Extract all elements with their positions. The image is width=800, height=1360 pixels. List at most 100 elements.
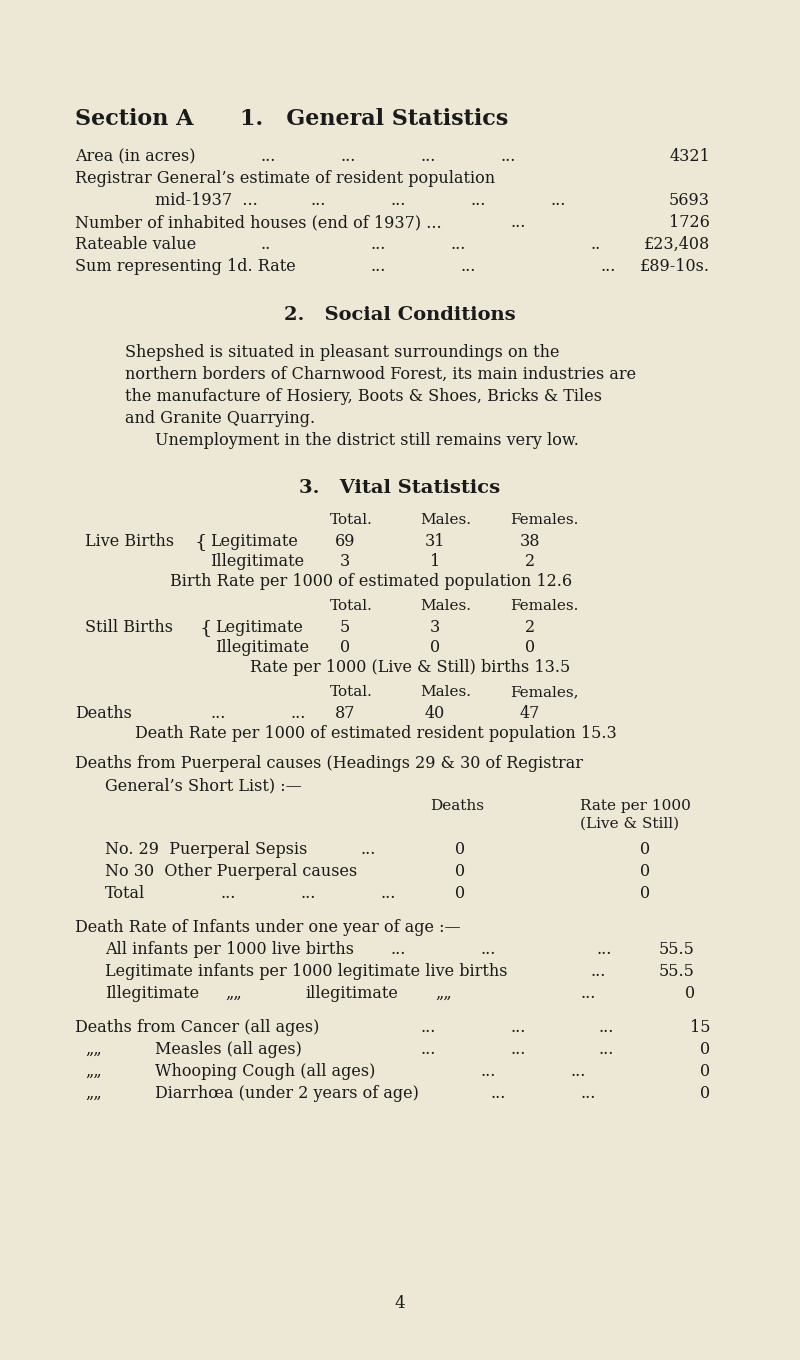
Text: {: {	[200, 619, 212, 636]
Text: Males.: Males.	[420, 598, 471, 613]
Text: 69: 69	[334, 533, 355, 549]
Text: ...: ...	[470, 192, 486, 209]
Text: {: {	[195, 533, 207, 551]
Text: 0: 0	[525, 639, 535, 656]
Text: Area (in acres): Area (in acres)	[75, 148, 195, 165]
Text: Total.: Total.	[330, 598, 373, 613]
Text: 0: 0	[455, 840, 465, 858]
Text: 4321: 4321	[670, 148, 710, 165]
Text: ...: ...	[580, 985, 595, 1002]
Text: ..: ..	[260, 237, 270, 253]
Text: 0: 0	[700, 1040, 710, 1058]
Text: 87: 87	[334, 704, 355, 722]
Text: Males.: Males.	[420, 513, 471, 526]
Text: 0: 0	[700, 1085, 710, 1102]
Text: Live Births: Live Births	[85, 533, 174, 549]
Text: ...: ...	[510, 214, 526, 231]
Text: 1726: 1726	[669, 214, 710, 231]
Text: „„: „„	[85, 1085, 102, 1102]
Text: ..: ..	[590, 237, 600, 253]
Text: 1.   General Statistics: 1. General Statistics	[240, 107, 508, 131]
Text: ...: ...	[390, 192, 406, 209]
Text: ...: ...	[390, 941, 406, 957]
Text: the manufacture of Hosiery, Boots & Shoes, Bricks & Tiles: the manufacture of Hosiery, Boots & Shoe…	[125, 388, 602, 405]
Text: Number of inhabited houses (end of 1937) ...: Number of inhabited houses (end of 1937)…	[75, 214, 442, 231]
Text: „„: „„	[85, 1064, 102, 1080]
Text: Section A: Section A	[75, 107, 194, 131]
Text: Death Rate of Infants under one year of age :—: Death Rate of Infants under one year of …	[75, 919, 461, 936]
Text: Rate per 1000: Rate per 1000	[580, 800, 691, 813]
Text: 31: 31	[425, 533, 446, 549]
Text: Deaths: Deaths	[430, 800, 484, 813]
Text: 0: 0	[685, 985, 695, 1002]
Text: Total.: Total.	[330, 685, 373, 699]
Text: Unemployment in the district still remains very low.: Unemployment in the district still remai…	[155, 432, 579, 449]
Text: Diarrhœa (under 2 years of age): Diarrhœa (under 2 years of age)	[155, 1085, 419, 1102]
Text: ...: ...	[460, 258, 475, 275]
Text: Total: Total	[105, 885, 146, 902]
Text: ...: ...	[310, 192, 326, 209]
Text: „„: „„	[85, 1040, 102, 1058]
Text: ...: ...	[220, 885, 235, 902]
Text: Rate per 1000 (Live & Still) births 13.5: Rate per 1000 (Live & Still) births 13.5	[250, 660, 570, 676]
Text: mid-1937  ...: mid-1937 ...	[155, 192, 258, 209]
Text: ...: ...	[480, 941, 495, 957]
Text: Still Births: Still Births	[85, 619, 173, 636]
Text: 0: 0	[340, 639, 350, 656]
Text: 5: 5	[340, 619, 350, 636]
Text: 4: 4	[394, 1295, 406, 1312]
Text: Death Rate per 1000 of estimated resident population 15.3: Death Rate per 1000 of estimated residen…	[135, 725, 617, 743]
Text: Legitimate infants per 1000 legitimate live births: Legitimate infants per 1000 legitimate l…	[105, 963, 507, 981]
Text: Legitimate: Legitimate	[215, 619, 303, 636]
Text: northern borders of Charnwood Forest, its main industries are: northern borders of Charnwood Forest, it…	[125, 366, 636, 384]
Text: ...: ...	[360, 840, 375, 858]
Text: General’s Short List) :—: General’s Short List) :—	[105, 777, 302, 794]
Text: No 30  Other Puerperal causes: No 30 Other Puerperal causes	[105, 864, 358, 880]
Text: 2: 2	[525, 554, 535, 570]
Text: 55.5: 55.5	[659, 941, 695, 957]
Text: Registrar General’s estimate of resident population: Registrar General’s estimate of resident…	[75, 170, 495, 188]
Text: ...: ...	[510, 1040, 526, 1058]
Text: ...: ...	[510, 1019, 526, 1036]
Text: ...: ...	[600, 258, 615, 275]
Text: All infants per 1000 live births: All infants per 1000 live births	[105, 941, 354, 957]
Text: 2.   Social Conditions: 2. Social Conditions	[284, 306, 516, 324]
Text: Measles (all ages): Measles (all ages)	[155, 1040, 302, 1058]
Text: 38: 38	[520, 533, 540, 549]
Text: 5693: 5693	[669, 192, 710, 209]
Text: ...: ...	[490, 1085, 506, 1102]
Text: ...: ...	[450, 237, 466, 253]
Text: 1: 1	[430, 554, 440, 570]
Text: 0: 0	[640, 885, 650, 902]
Text: £89-10s.: £89-10s.	[640, 258, 710, 275]
Text: 55.5: 55.5	[659, 963, 695, 981]
Text: ...: ...	[580, 1085, 595, 1102]
Text: 40: 40	[425, 704, 445, 722]
Text: 0: 0	[640, 864, 650, 880]
Text: „„: „„	[435, 985, 452, 1002]
Text: Illegitimate: Illegitimate	[215, 639, 309, 656]
Text: ...: ...	[420, 1040, 435, 1058]
Text: 0: 0	[455, 885, 465, 902]
Text: 0: 0	[455, 864, 465, 880]
Text: ...: ...	[480, 1064, 495, 1080]
Text: 3.   Vital Statistics: 3. Vital Statistics	[299, 479, 501, 496]
Text: ...: ...	[590, 963, 606, 981]
Text: ...: ...	[290, 704, 306, 722]
Text: ...: ...	[370, 258, 386, 275]
Text: £23,408: £23,408	[644, 237, 710, 253]
Text: ...: ...	[598, 1040, 614, 1058]
Text: „„: „„	[225, 985, 242, 1002]
Text: ...: ...	[420, 148, 435, 165]
Text: Birth Rate per 1000 of estimated population 12.6: Birth Rate per 1000 of estimated populat…	[170, 573, 572, 590]
Text: Males.: Males.	[420, 685, 471, 699]
Text: Illegitimate: Illegitimate	[105, 985, 199, 1002]
Text: ...: ...	[598, 1019, 614, 1036]
Text: 0: 0	[430, 639, 440, 656]
Text: and Granite Quarrying.: and Granite Quarrying.	[125, 409, 315, 427]
Text: 3: 3	[430, 619, 440, 636]
Text: Deaths from Cancer (all ages): Deaths from Cancer (all ages)	[75, 1019, 319, 1036]
Text: Whooping Cough (all ages): Whooping Cough (all ages)	[155, 1064, 375, 1080]
Text: ...: ...	[420, 1019, 435, 1036]
Text: (Live & Still): (Live & Still)	[580, 817, 679, 831]
